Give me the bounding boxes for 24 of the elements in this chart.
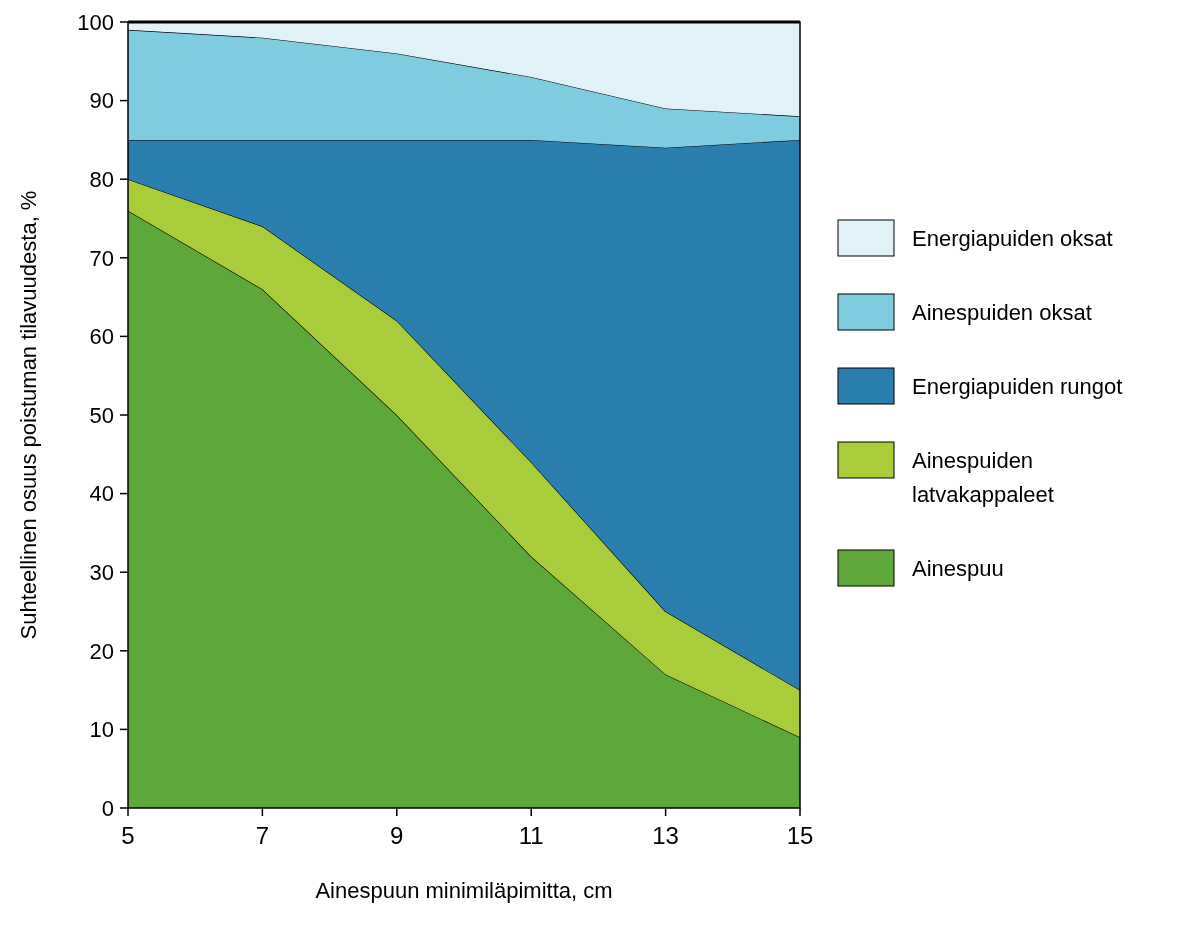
- x-tick-label: 7: [255, 822, 270, 849]
- y-tick-label: 100: [77, 9, 114, 35]
- x-axis-title: Ainespuun minimiläpimitta, cm: [315, 878, 613, 903]
- x-tick-label: 9: [390, 822, 404, 849]
- y-tick-label: 70: [89, 245, 114, 271]
- y-tick-label: 90: [89, 88, 114, 114]
- legend-label: Ainespuiden latvakappaleet: [912, 447, 1054, 507]
- x-tick-label: 11: [518, 822, 544, 849]
- y-tick-label: 30: [89, 559, 114, 585]
- y-tick-label: 60: [89, 324, 114, 350]
- legend-label: Energiapuiden rungot: [912, 373, 1123, 399]
- legend-label: Ainespuu: [912, 555, 1004, 581]
- y-tick-label: 20: [89, 638, 114, 664]
- x-tick-label: 13: [652, 822, 679, 849]
- y-tick-label: 80: [89, 166, 114, 192]
- y-axis-title: Suhteellinen osuus poistuman tilavuudesta, %: [16, 190, 41, 640]
- x-tick-label: 5: [121, 822, 135, 849]
- y-tick-label: 40: [89, 481, 114, 507]
- x-tick-label: 15: [786, 822, 814, 849]
- y-tick-label: 0: [101, 795, 114, 821]
- y-tick-label: 50: [89, 402, 114, 428]
- legend-label: Ainespuiden oksat: [912, 299, 1092, 325]
- y-tick-label: 10: [89, 717, 114, 743]
- legend-label: Energiapuiden oksat: [912, 225, 1113, 251]
